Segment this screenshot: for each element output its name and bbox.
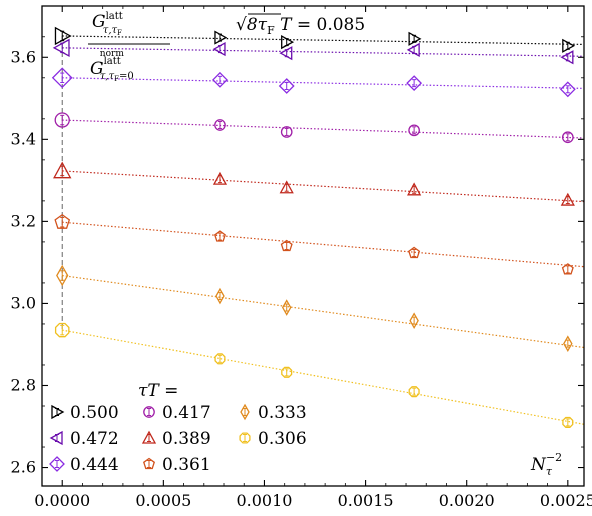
chart-annotation: √8τF T = 0.085 <box>236 15 365 37</box>
fit-line-0.472 <box>62 47 585 57</box>
data-point-0.500-1 <box>214 30 228 45</box>
data-point-0.361-1 <box>213 230 226 242</box>
fit-line-0.500 <box>62 35 585 46</box>
data-point-0.306-0 <box>54 322 70 338</box>
fit-lines <box>61 35 585 425</box>
data-point-0.333-0 <box>56 264 69 287</box>
data-points <box>51 26 576 428</box>
legend-label-0.500: 0.500 <box>70 403 119 423</box>
x-tick-label: 0.0000 <box>34 491 90 510</box>
data-point-0.417-2 <box>280 126 293 138</box>
ylabel-numerator: Glatt τ,τF <box>92 11 123 37</box>
data-point-0.333-3 <box>409 312 419 329</box>
data-point-0.417-4 <box>561 131 574 144</box>
data-point-0.444-4 <box>559 81 576 98</box>
data-point-0.389-4 <box>560 192 575 206</box>
legend-marker-0.333 <box>240 403 250 421</box>
x-tick-label: 0.0020 <box>439 491 495 510</box>
plot-frame <box>41 5 585 487</box>
data-point-0.444-1 <box>212 71 228 88</box>
data-point-0.389-3 <box>407 182 422 196</box>
data-point-0.361-3 <box>408 246 421 259</box>
legend-marker-0.444 <box>49 456 65 472</box>
data-point-0.361-0 <box>54 213 71 229</box>
x-tick-label: 0.0010 <box>236 491 292 510</box>
ylabel-denominator: Glattnorm τ,τF=0 <box>90 49 134 83</box>
legend-label-0.361: 0.361 <box>162 455 211 475</box>
data-point-0.444-0 <box>51 67 73 89</box>
legend-marker-0.361 <box>143 457 155 470</box>
data-point-0.500-3 <box>408 31 422 46</box>
fit-line-0.444 <box>62 77 585 89</box>
data-point-0.389-2 <box>279 180 294 194</box>
data-point-0.306-2 <box>281 366 293 378</box>
annotations: √8τF T = 0.085 Glatt τ,τF Glattnorm τ,τF=0 Nτ… <box>88 11 562 478</box>
legend-label-0.444: 0.444 <box>70 455 119 475</box>
data-point-0.306-4 <box>562 416 574 428</box>
legend-title: τT = <box>138 381 178 401</box>
legend-label-0.333: 0.333 <box>258 403 307 423</box>
data-point-0.389-0 <box>53 161 72 179</box>
data-point-0.444-2 <box>278 78 295 94</box>
fit-line-0.306 <box>62 329 585 425</box>
data-point-0.472-2 <box>279 46 293 61</box>
legend-marker-0.417 <box>143 406 155 418</box>
y-tick-label: 2.6 <box>11 458 36 477</box>
y-tick-label: 2.8 <box>11 375 36 394</box>
data-point-0.444-3 <box>406 75 423 92</box>
legend: τT = 0.500 0.472 0.444 0.417 0.389 0.361 0.333 0… <box>49 381 307 475</box>
fit-line-0.417 <box>62 119 585 139</box>
data-point-0.417-0 <box>54 112 70 128</box>
data-point-0.472-0 <box>52 38 70 58</box>
data-point-0.333-4 <box>563 335 573 352</box>
data-point-0.500-2 <box>281 35 295 50</box>
legend-label-0.417: 0.417 <box>162 403 211 423</box>
data-point-0.472-3 <box>406 42 420 57</box>
legend-label-0.389: 0.389 <box>162 429 211 449</box>
data-point-0.417-3 <box>408 124 420 137</box>
fit-line-0.389 <box>62 170 585 203</box>
data-point-0.472-4 <box>560 50 574 65</box>
legend-marker-0.389 <box>141 430 157 444</box>
data-point-0.361-2 <box>280 239 293 252</box>
data-point-0.389-1 <box>212 171 228 185</box>
data-point-0.500-4 <box>562 38 576 53</box>
y-tick-label: 3.2 <box>11 211 36 230</box>
fit-line-0.361 <box>62 221 585 268</box>
y-tick-label: 3.6 <box>11 47 36 66</box>
legend-marker-0.472 <box>49 430 63 446</box>
x-tick-label: 0.0025 <box>540 491 592 510</box>
legend-label-0.472: 0.472 <box>70 429 119 449</box>
data-point-0.472-1 <box>212 41 226 57</box>
data-point-0.500-0 <box>54 26 72 46</box>
y-tick-label: 3.0 <box>11 293 36 312</box>
legend-marker-0.500 <box>51 404 65 420</box>
fit-line-0.333 <box>62 274 585 349</box>
x-axis-label: Nτ−2 <box>530 451 562 478</box>
data-point-0.333-1 <box>215 287 225 305</box>
y-tick-label: 3.4 <box>11 129 36 148</box>
legend-label-0.306: 0.306 <box>258 429 307 449</box>
x-tick-label: 0.0005 <box>135 491 191 510</box>
legend-marker-0.306 <box>239 432 251 444</box>
x-tick-label: 0.0015 <box>338 491 394 510</box>
data-point-0.306-1 <box>214 353 226 365</box>
data-point-0.361-4 <box>561 263 574 275</box>
data-point-0.333-2 <box>281 299 292 316</box>
data-point-0.417-1 <box>214 119 226 131</box>
data-point-0.306-3 <box>408 386 420 398</box>
axes: 0.0000 0.0005 0.0010 0.0015 0.0020 0.0025 2.6 2… <box>11 5 592 510</box>
